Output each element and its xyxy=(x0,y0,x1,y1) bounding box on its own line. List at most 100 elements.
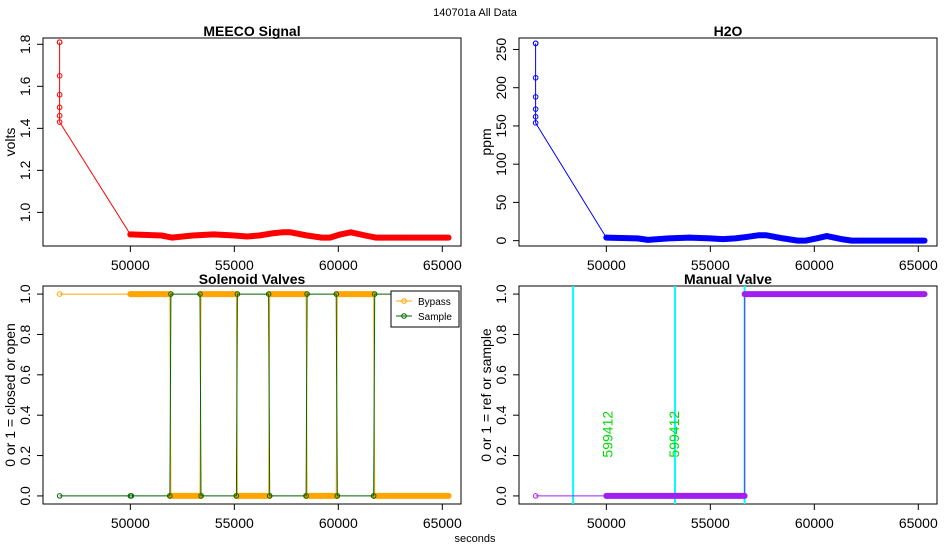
solenoid-xtick-label: 55000 xyxy=(215,515,254,531)
solenoid-data-point xyxy=(234,291,241,297)
manual-data-point xyxy=(532,493,539,499)
meeco-xtick-label: 50000 xyxy=(111,257,150,273)
meeco-data-point xyxy=(244,233,250,240)
h2o-data-point xyxy=(803,237,809,244)
h2o-data-point xyxy=(744,234,751,240)
h2o-data-point xyxy=(634,235,641,242)
h2o-ytick-label: 200 xyxy=(493,76,509,100)
manual-xtick-label: 60000 xyxy=(795,515,834,531)
h2o-data-point xyxy=(848,237,855,244)
solenoid-ytick-label: 1.0 xyxy=(17,284,33,304)
solenoid-legend: Bypass Sample xyxy=(390,290,460,328)
h2o-xtick-label: 55000 xyxy=(691,257,730,273)
h2o-data-point xyxy=(838,236,845,242)
solenoid-data-point xyxy=(445,493,452,499)
solenoid-title: Solenoid Valves xyxy=(199,271,306,287)
h2o-data-point xyxy=(873,237,880,244)
h2o-data-point xyxy=(603,234,610,241)
h2o-ytick-label: 150 xyxy=(493,114,509,138)
meeco-ytick-label: 1.8 xyxy=(17,34,33,54)
solenoid-panel: Solenoid Valves 0 or 1 = closed or open 50… xyxy=(2,271,462,531)
manual-ytick-label: 0.8 xyxy=(493,325,509,345)
h2o-data-point xyxy=(665,235,672,242)
h2o-data-point xyxy=(645,237,651,243)
manual-xtick-label: 55000 xyxy=(691,515,730,531)
solenoid-legend-label: Bypass xyxy=(418,297,451,308)
h2o-data-point xyxy=(780,235,786,242)
h2o-data-point xyxy=(532,106,539,112)
solenoid-xtick-label: 60000 xyxy=(319,515,358,531)
h2o-data-point xyxy=(532,113,539,120)
h2o-data-point xyxy=(813,235,820,242)
solenoid-ytick-label: 0.0 xyxy=(17,486,33,506)
solenoid-series-line-bypass xyxy=(59,293,449,497)
solenoid-xtick-label: 50000 xyxy=(111,515,150,531)
manual-ytick-label: 0.6 xyxy=(493,365,509,385)
meeco-data-point xyxy=(279,229,285,236)
meeco-data-point xyxy=(445,234,452,241)
h2o-xtick-label: 50000 xyxy=(587,257,626,273)
solenoid-data-point xyxy=(168,291,174,297)
manual-ylabel: 0 or 1 = ref or sample xyxy=(478,328,494,462)
solenoid-data-point xyxy=(56,493,63,499)
solenoid-xtick-label: 65000 xyxy=(423,515,462,531)
meeco-data-point xyxy=(256,232,263,239)
manual-title: Manual Valve xyxy=(684,271,772,287)
meeco-data-point xyxy=(56,104,63,111)
h2o-panel: H2O ppm 50000 55000 60000 65000 0 50 100 150 200 25… xyxy=(478,23,938,273)
meeco-data-point xyxy=(127,231,134,238)
manual-data-point xyxy=(741,493,748,499)
solenoid-data-point xyxy=(266,493,273,499)
solenoid-legend-label: Sample xyxy=(418,312,452,323)
solenoid-series-line-sample xyxy=(59,293,449,497)
h2o-data-point xyxy=(720,236,726,242)
solenoid-data-point xyxy=(197,291,203,297)
manual-xtick-label: 50000 xyxy=(587,515,626,531)
meeco-data-point xyxy=(189,232,196,239)
solenoid-data-point xyxy=(128,291,135,297)
manual-ytick-label: 0.4 xyxy=(493,405,509,425)
meeco-panel: MEECO Signal volts 50000 55000 60000 65000 1.0… xyxy=(2,23,462,273)
meeco-data-point xyxy=(56,112,63,119)
h2o-data-point xyxy=(732,235,739,242)
meeco-data-point xyxy=(304,232,310,239)
meeco-data-point xyxy=(397,234,404,241)
manual-plot-frame xyxy=(518,285,938,505)
manual-panel: Manual Valve 0 or 1 = ref or sample 50000 5… xyxy=(478,271,938,531)
solenoid-ytick-label: 0.2 xyxy=(17,446,33,466)
meeco-data-point xyxy=(231,232,238,239)
solenoid-data-point xyxy=(333,291,340,297)
solenoid-ylabel: 0 or 1 = closed or open xyxy=(2,323,18,467)
solenoid-legend-swatch-point xyxy=(401,313,407,319)
h2o-data-point xyxy=(532,120,539,126)
h2o-xtick-label: 65000 xyxy=(899,257,938,273)
meeco-data-point xyxy=(210,231,217,238)
meeco-data-point xyxy=(429,234,435,241)
h2o-series-line-h2o xyxy=(535,43,925,242)
solenoid-data-point xyxy=(233,493,240,499)
meeco-data-point xyxy=(56,39,63,46)
h2o-ytick-label: 100 xyxy=(493,152,509,176)
solenoid-data-point xyxy=(198,493,204,499)
solenoid-legend-box xyxy=(390,290,460,328)
meeco-xtick-label: 55000 xyxy=(215,257,254,273)
manual-series-line-manual xyxy=(535,293,925,497)
solenoid-data-point xyxy=(128,493,135,499)
meeco-xtick-label: 65000 xyxy=(423,257,462,273)
manual-ytick-label: 1.0 xyxy=(493,284,509,304)
solenoid-plot-frame xyxy=(42,285,462,505)
solenoid-data-point xyxy=(304,291,310,297)
h2o-data-point xyxy=(532,40,539,47)
chart-panels: MEECO Signal volts 50000 55000 60000 65000 1.0… xyxy=(2,23,938,531)
meeco-ytick-label: 1.4 xyxy=(17,118,33,138)
h2o-ytick-label: 250 xyxy=(493,38,509,62)
h2o-ytick-label: 50 xyxy=(493,194,509,210)
meeco-xtick-label: 60000 xyxy=(319,257,358,273)
meeco-data-point xyxy=(56,119,63,125)
solenoid-data-point xyxy=(371,291,378,297)
figure-xlabel: seconds xyxy=(455,533,496,545)
meeco-data-point xyxy=(362,232,369,239)
solenoid-data-point xyxy=(370,493,377,499)
solenoid-data-point xyxy=(303,493,309,499)
manual-annotation-label: 599412 xyxy=(600,411,616,458)
